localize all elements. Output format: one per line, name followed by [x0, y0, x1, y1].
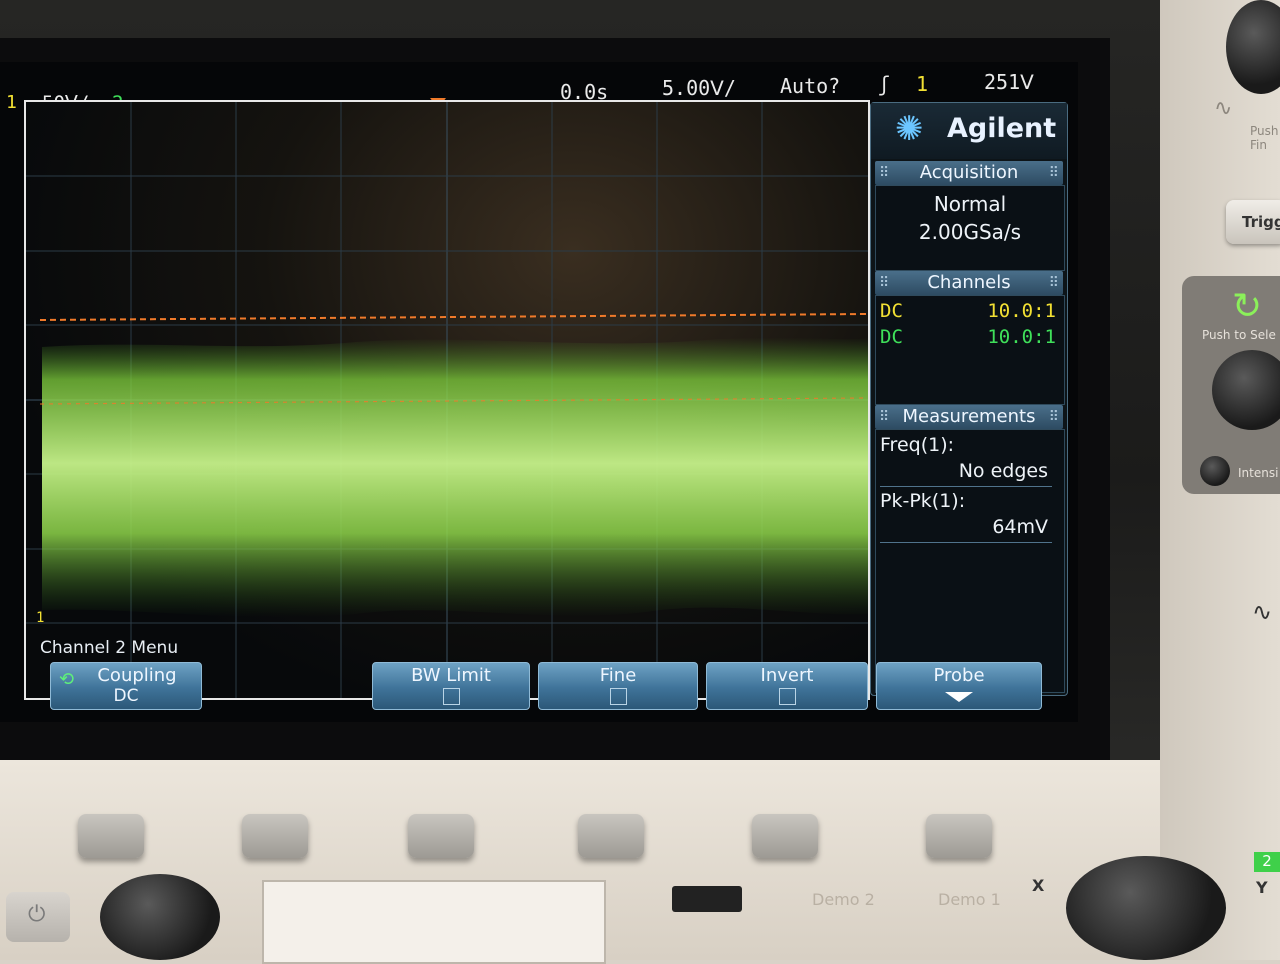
- ch1-probe: 10.0:1: [987, 300, 1056, 322]
- entry-knob[interactable]: [1212, 350, 1280, 430]
- trigger-level[interactable]: 251Ⅴ: [984, 70, 1034, 94]
- ch2-coupling: DC: [880, 326, 903, 348]
- trigger-source[interactable]: 1: [916, 72, 929, 96]
- power-icon: ⏻: [28, 902, 46, 927]
- drag-handle-icon: ⠿: [1048, 165, 1059, 181]
- wave-icon: ∿: [1214, 96, 1233, 121]
- graticule: [26, 102, 868, 698]
- push-to-select-label: Push to Sele: [1202, 328, 1276, 342]
- info-sidebar: ✺ Agilent ⠿ Acquisition ⠿ Normal 2.00GSa…: [870, 102, 1068, 696]
- acquisition-header[interactable]: ⠿ Acquisition ⠿: [875, 161, 1063, 185]
- time-scale[interactable]: 5.00Ⅴ/: [662, 76, 736, 100]
- x-label: X: [1032, 876, 1045, 895]
- channels-panel: DC 10.0:1 DC 10.0:1: [875, 295, 1065, 405]
- freq-value: No edges: [958, 460, 1048, 482]
- sample-rate: 2.00GSa/s: [918, 220, 1022, 244]
- trigger-level-line: [39, 313, 868, 321]
- demo1-label: Demo 1: [938, 890, 1001, 909]
- freq-label: Freq(1):: [880, 434, 955, 456]
- ch2-probe: 10.0:1: [987, 326, 1056, 348]
- hw-softkey-2[interactable]: [242, 814, 308, 858]
- brand-header: ✺ Agilent: [871, 103, 1067, 159]
- menu-title: Channel 2 Menu: [40, 638, 179, 658]
- fine-softkey[interactable]: Fine: [538, 662, 698, 710]
- bw-limit-label: BW Limit: [411, 665, 491, 686]
- usb-port[interactable]: [672, 886, 742, 912]
- waveform-display: [24, 100, 870, 700]
- drive-slot: [262, 880, 606, 964]
- invert-checkbox[interactable]: [778, 688, 796, 705]
- y-label: Y: [1256, 878, 1268, 897]
- channels-title: Channels: [927, 272, 1011, 293]
- hw-softkey-1[interactable]: [78, 814, 144, 858]
- coupling-label: Coupling: [97, 665, 177, 686]
- ch2-bnc-connector[interactable]: [1066, 856, 1226, 960]
- demo2-label: Demo 2: [812, 890, 875, 909]
- agilent-logo-icon: ✺: [895, 109, 924, 149]
- acquisition-panel: Normal 2.00GSa/s: [875, 185, 1065, 271]
- trigger-button-label: Trigg: [1242, 213, 1280, 231]
- fine-label: Fine: [599, 665, 637, 686]
- hw-softkey-5[interactable]: [752, 814, 818, 858]
- ch1-baseline: [39, 397, 868, 405]
- channel-2-badge: 2: [1254, 852, 1280, 872]
- ch1-number[interactable]: 1: [6, 92, 17, 113]
- ch2-noise-trace: [42, 337, 868, 618]
- submenu-arrow-icon: [945, 692, 973, 702]
- drag-handle-icon: ⠿: [1048, 409, 1059, 425]
- trigger-button[interactable]: Trigg: [1226, 200, 1280, 244]
- probe-softkey[interactable]: Probe: [876, 662, 1042, 710]
- intensity-label: Intensi: [1238, 466, 1279, 480]
- hw-softkey-3[interactable]: [408, 814, 474, 858]
- drag-handle-icon: ⠿: [879, 165, 890, 181]
- invert-softkey[interactable]: Invert: [706, 662, 868, 710]
- hw-softkey-6[interactable]: [926, 814, 992, 858]
- drag-handle-icon: ⠿: [879, 409, 890, 425]
- intensity-knob[interactable]: [1200, 456, 1230, 486]
- invert-label: Invert: [760, 665, 814, 686]
- measurements-title: Measurements: [902, 406, 1036, 427]
- measurements-header[interactable]: ⠿ Measurements ⠿: [875, 405, 1063, 429]
- hw-softkey-4[interactable]: [578, 814, 644, 858]
- coupling-softkey[interactable]: ⟲ Coupling DC: [50, 662, 202, 710]
- push-find-label: Push Fin: [1250, 124, 1279, 152]
- power-button[interactable]: ⏻: [6, 892, 70, 942]
- divider: [880, 486, 1052, 487]
- trigger-edge-icon: ʃ: [878, 72, 891, 96]
- oscilloscope-screen: 1 50Ⅴ/ 2 0.0s 5.00Ⅴ/ Auto? ʃ 1 251Ⅴ: [0, 62, 1078, 722]
- top-right-knob[interactable]: [1226, 0, 1280, 94]
- channels-header[interactable]: ⠿ Channels ⠿: [875, 271, 1063, 295]
- measurements-panel: Freq(1): No edges Pk-Pk(1): 64mV: [875, 429, 1065, 693]
- drag-handle-icon: ⠿: [879, 275, 890, 291]
- trigger-mode[interactable]: Auto?: [780, 74, 841, 98]
- cycle-icon: ⟲: [59, 669, 75, 690]
- coupling-value: DC: [113, 686, 139, 706]
- brand-name: Agilent: [947, 113, 1057, 144]
- wave-icon: ∿: [1252, 598, 1273, 626]
- ch1-bnc-connector[interactable]: [100, 874, 220, 960]
- bw-limit-checkbox[interactable]: [442, 688, 460, 705]
- probe-label: Probe: [933, 665, 985, 686]
- drag-handle-icon: ⠿: [1048, 275, 1059, 291]
- acquisition-mode: Normal: [933, 192, 1007, 216]
- bw-limit-softkey[interactable]: BW Limit: [372, 662, 530, 710]
- ch1-ground-marker: 1: [36, 610, 45, 626]
- pkpk-value: 64mV: [992, 516, 1048, 538]
- pkpk-label: Pk-Pk(1):: [880, 490, 966, 512]
- acquisition-title: Acquisition: [919, 162, 1019, 183]
- divider: [880, 542, 1052, 543]
- ch1-coupling: DC: [880, 300, 903, 322]
- push-to-select-icon: ↻: [1232, 286, 1263, 327]
- fine-checkbox[interactable]: [609, 688, 627, 705]
